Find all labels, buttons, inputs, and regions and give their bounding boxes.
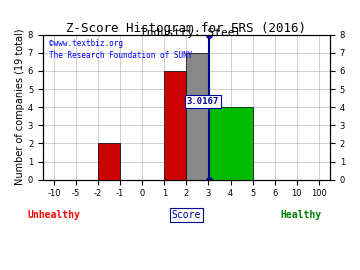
- Text: Industry: Steel: Industry: Steel: [140, 28, 242, 38]
- Bar: [186, 53, 208, 180]
- Text: Healthy: Healthy: [281, 210, 322, 220]
- Y-axis label: Number of companies (19 total): Number of companies (19 total): [15, 29, 25, 185]
- Text: Score: Score: [172, 210, 201, 220]
- Bar: [208, 107, 253, 180]
- Text: Unhealthy: Unhealthy: [28, 210, 81, 220]
- Text: ©www.textbiz.org
The Research Foundation of SUNY: ©www.textbiz.org The Research Foundation…: [49, 39, 192, 60]
- Title: Z-Score Histogram for ERS (2016): Z-Score Histogram for ERS (2016): [66, 22, 306, 35]
- Text: 3.0167: 3.0167: [187, 97, 219, 106]
- Bar: [98, 143, 120, 180]
- Bar: [164, 71, 186, 180]
